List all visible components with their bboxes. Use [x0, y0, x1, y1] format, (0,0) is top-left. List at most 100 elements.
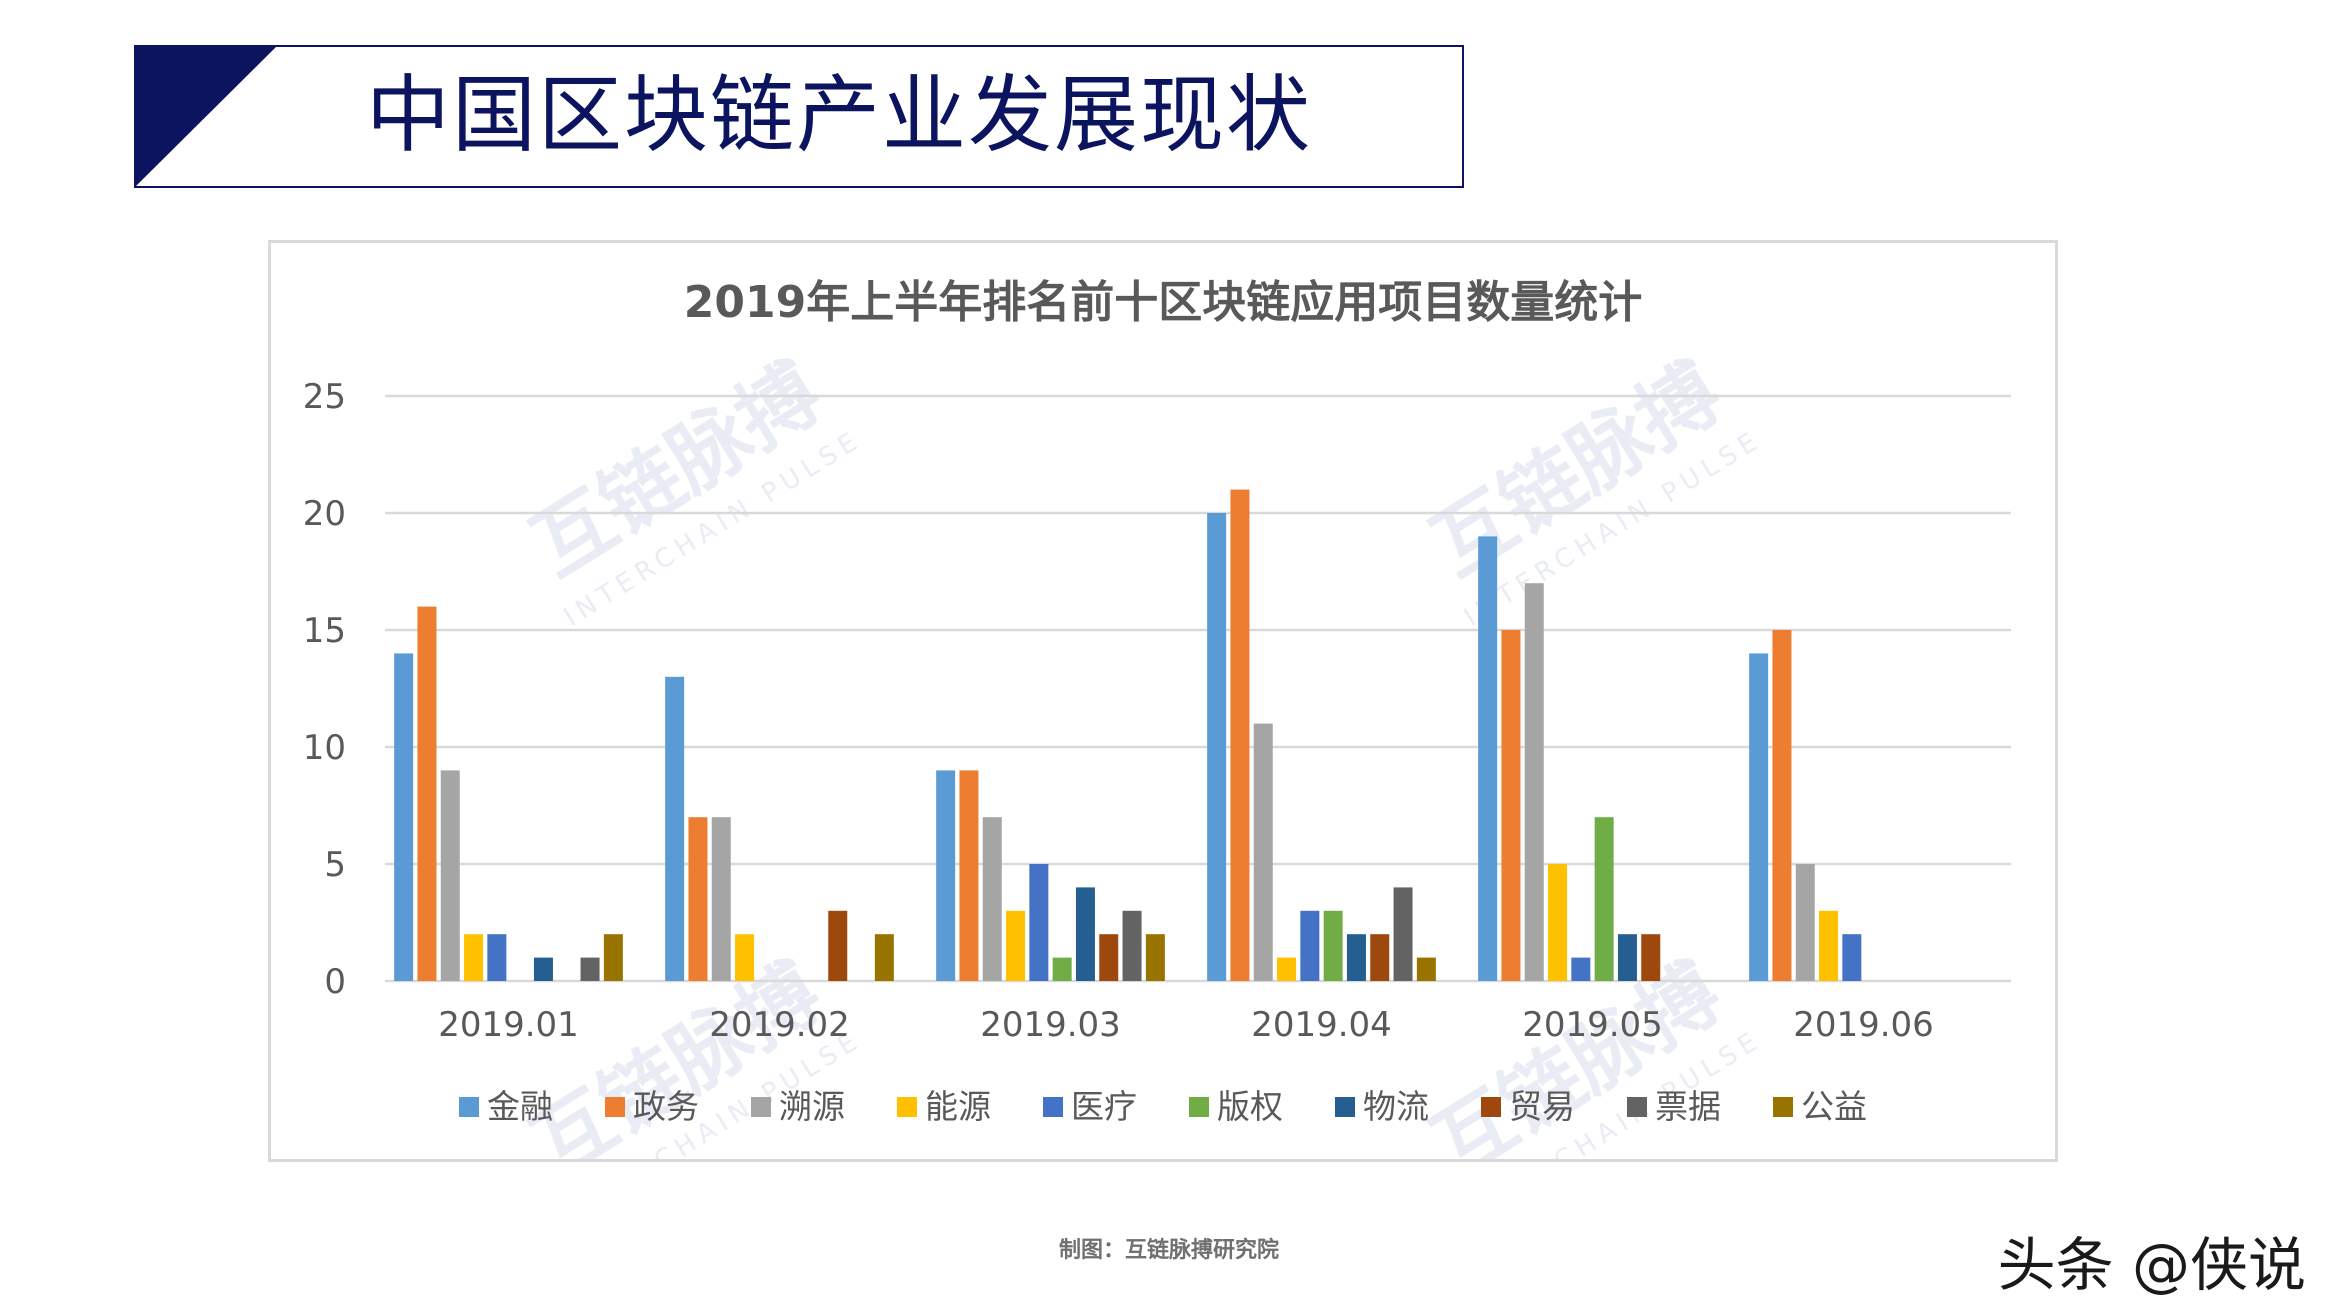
legend-item-物流: 物流: [1335, 1087, 1429, 1126]
legend-item-公益: 公益: [1773, 1087, 1867, 1126]
bar-2019.05-物流: [1617, 934, 1637, 981]
x-tick-label: 2019.05: [1522, 1005, 1663, 1045]
legend-item-医疗: 医疗: [1043, 1087, 1137, 1126]
bar-2019.05-能源: [1548, 864, 1568, 981]
legend-label: 票据: [1655, 1087, 1721, 1126]
bar-2019.01-医疗: [487, 934, 507, 981]
x-axis-ticks: 2019.01 2019.02 2019.03 2019.04 2019.05 2019.…: [438, 1005, 1934, 1045]
bar-2019.06-政务: [1772, 630, 1792, 981]
legend-item-溯源: 溯源: [751, 1087, 845, 1126]
bar-2019.05-版权: [1594, 817, 1614, 981]
bar-2019.04-能源: [1277, 957, 1297, 981]
bar-2019.02-贸易: [828, 910, 848, 981]
bar-2019.03-能源: [1006, 910, 1026, 981]
legend-swatch: [1627, 1097, 1647, 1117]
bar-2019.05-政务: [1501, 630, 1521, 981]
bar-2019.01-物流: [533, 957, 553, 981]
y-tick-label: 5: [324, 845, 346, 885]
bar-2019.04-版权: [1323, 910, 1343, 981]
bar-2019.02-金融: [665, 676, 685, 981]
chart-panel: 互链脉搏 INTERCHAIN PULSE 互链脉搏 INTERCHAIN PULSE…: [268, 240, 2058, 1162]
legend-label: 能源: [925, 1087, 991, 1126]
bar-2019.03-物流: [1075, 887, 1095, 981]
bar-2019.06-能源: [1819, 910, 1839, 981]
bar-2019.01-公益: [603, 934, 623, 981]
legend-label: 金融: [487, 1087, 553, 1126]
bar-2019.06-溯源: [1795, 864, 1815, 981]
y-axis-ticks: 0 5 10 15 20 25: [303, 377, 346, 1002]
bar-2019.04-物流: [1346, 934, 1366, 981]
legend-swatch: [1773, 1097, 1793, 1117]
legend-swatch: [605, 1097, 625, 1117]
bar-2019.01-票据: [580, 957, 600, 981]
bar-2019.02-公益: [874, 934, 894, 981]
chart-legend: 金融 政务 溯源 能源 医疗 版权 物流 贸易 票据 公益: [459, 1087, 1867, 1126]
bar-2019.03-版权: [1052, 957, 1072, 981]
chart-source-note: 制图：互链脉搏研究院: [1058, 1238, 1279, 1263]
x-tick-label: 2019.03: [980, 1005, 1121, 1045]
bar-2019.04-金融: [1207, 513, 1227, 981]
legend-label: 公益: [1801, 1087, 1867, 1126]
bar-2019.04-溯源: [1253, 723, 1273, 981]
bar-2019.05-溯源: [1524, 583, 1544, 981]
bar-2019.04-公益: [1416, 957, 1436, 981]
bar-2019.05-医疗: [1571, 957, 1591, 981]
bar-2019.01-溯源: [440, 770, 460, 981]
legend-swatch: [459, 1097, 479, 1117]
chart-title: 2019年上半年排名前十区块链应用项目数量统计: [684, 277, 1642, 328]
slide-title: 中国区块链产业发展现状: [366, 66, 1313, 164]
legend-label: 溯源: [779, 1087, 845, 1126]
y-tick-label: 15: [303, 611, 346, 651]
legend-swatch: [897, 1097, 917, 1117]
bar-2019.04-政务: [1230, 489, 1250, 981]
chart-gridlines: [385, 394, 2011, 983]
author-credit: 头条 @侠说: [1997, 1231, 2306, 1299]
slide-title-banner: 中国区块链产业发展现状: [134, 45, 1464, 188]
title-corner-accent: [136, 47, 276, 186]
legend-label: 物流: [1363, 1087, 1429, 1126]
bar-2019.03-医疗: [1029, 864, 1049, 981]
bar-2019.01-金融: [394, 653, 414, 981]
legend-item-金融: 金融: [459, 1087, 553, 1126]
bar-2019.03-溯源: [982, 817, 1002, 981]
legend-item-能源: 能源: [897, 1087, 991, 1126]
legend-label: 贸易: [1509, 1087, 1575, 1126]
x-tick-label: 2019.04: [1251, 1005, 1392, 1045]
legend-swatch: [751, 1097, 771, 1117]
x-tick-label: 2019.01: [438, 1005, 579, 1045]
bar-2019.04-票据: [1393, 887, 1413, 981]
bar-2019.02-能源: [735, 934, 755, 981]
bar-2019.06-金融: [1749, 653, 1769, 981]
legend-label: 版权: [1217, 1087, 1283, 1126]
legend-item-版权: 版权: [1189, 1087, 1283, 1126]
x-tick-label: 2019.06: [1793, 1005, 1934, 1045]
bar-2019.04-医疗: [1300, 910, 1320, 981]
legend-swatch: [1189, 1097, 1209, 1117]
bar-2019.03-政务: [959, 770, 979, 981]
bar-2019.01-能源: [464, 934, 484, 981]
bar-2019.03-票据: [1122, 910, 1142, 981]
legend-item-政务: 政务: [605, 1087, 699, 1126]
y-tick-label: 10: [303, 728, 346, 768]
bar-2019.01-政务: [417, 606, 437, 981]
legend-item-贸易: 贸易: [1481, 1087, 1575, 1126]
bar-2019.03-贸易: [1099, 934, 1119, 981]
legend-swatch: [1043, 1097, 1063, 1117]
bar-2019.05-金融: [1478, 536, 1498, 981]
legend-item-票据: 票据: [1627, 1087, 1721, 1126]
bar-2019.04-贸易: [1370, 934, 1390, 981]
bar-2019.03-金融: [936, 770, 956, 981]
legend-swatch: [1481, 1097, 1501, 1117]
bar-2019.06-医疗: [1842, 934, 1862, 981]
y-tick-label: 25: [303, 377, 346, 417]
bar-2019.02-政务: [688, 817, 708, 981]
legend-label: 政务: [633, 1087, 699, 1126]
chart-bars: [394, 489, 1862, 981]
bar-2019.05-贸易: [1641, 934, 1661, 981]
bar-2019.02-溯源: [711, 817, 731, 981]
y-tick-label: 0: [324, 962, 346, 1002]
legend-label: 医疗: [1071, 1087, 1137, 1126]
